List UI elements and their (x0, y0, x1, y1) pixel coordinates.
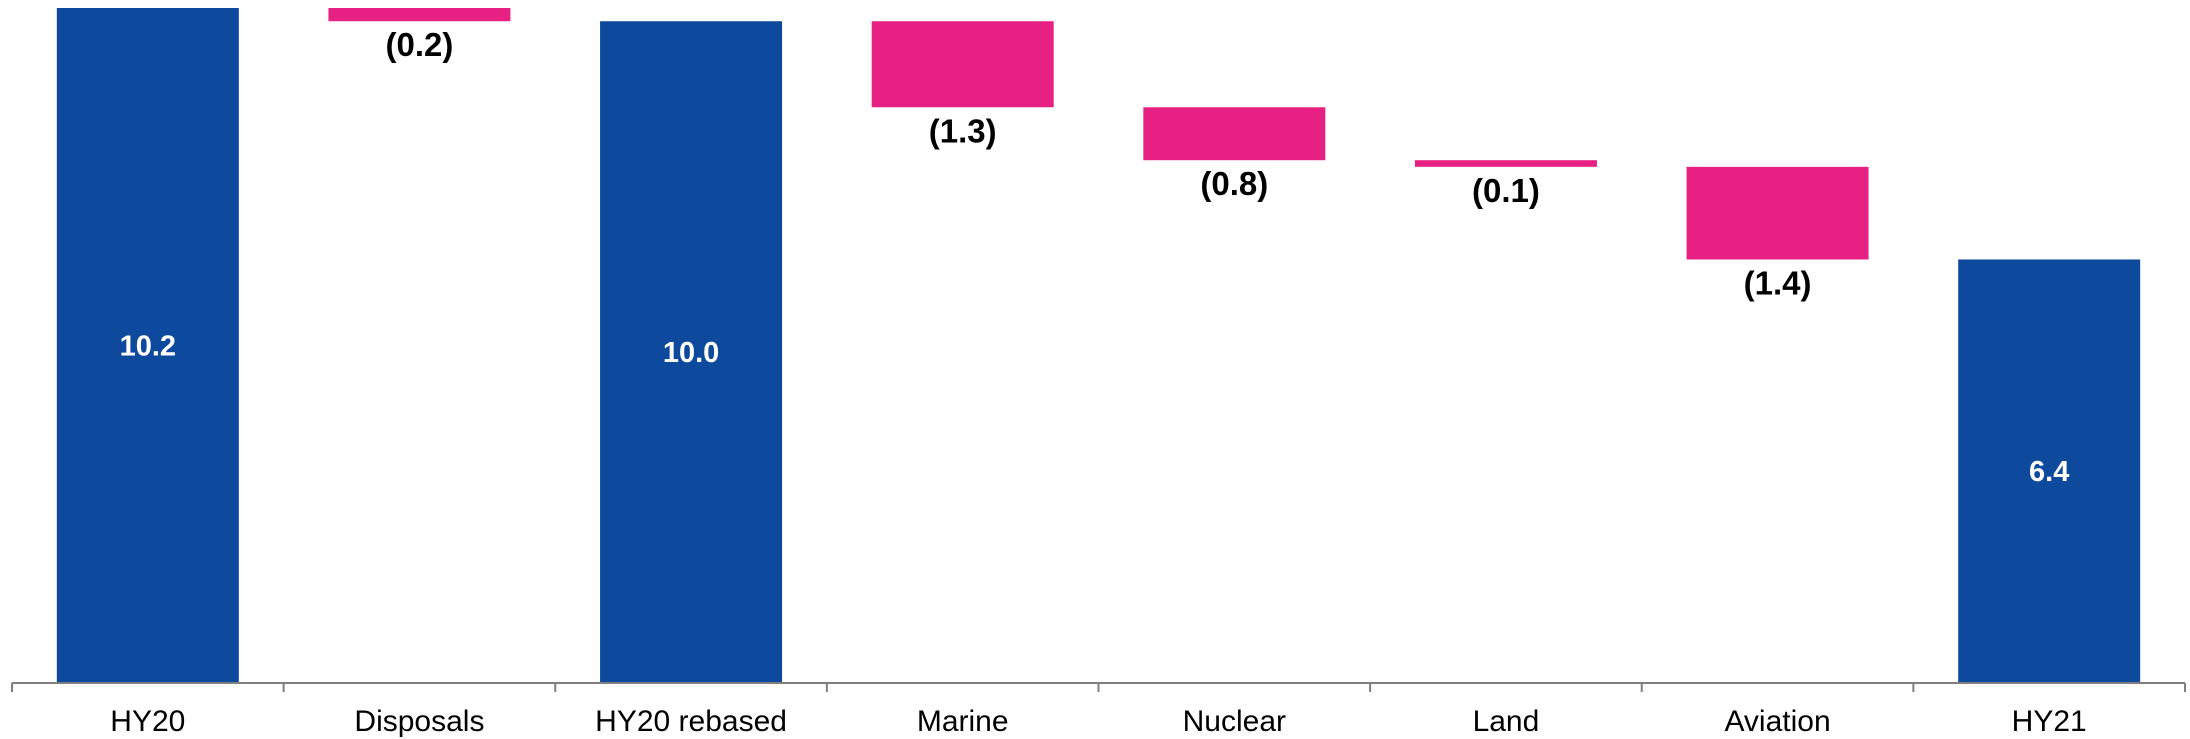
tick-label-disposals: Disposals (354, 705, 484, 738)
tick-label-hy21: HY21 (2012, 705, 2087, 738)
data-label-disposals: (0.2) (386, 26, 454, 63)
bar-marine (871, 21, 1054, 108)
data-label-marine: (1.3) (929, 112, 997, 149)
data-label-hy20: 10.2 (120, 331, 176, 363)
bar-nuclear (1143, 107, 1326, 161)
tick-label-marine: Marine (917, 705, 1009, 738)
data-label-hy21: 6.4 (2029, 456, 2069, 488)
bars-layer (56, 8, 2141, 684)
bar-aviation (1686, 166, 1869, 260)
labels-layer: 10.2 (0.2) 10.0 (1.3) (0.8) (0.1) (1.4) 6.4 (120, 26, 2070, 488)
tick-label-hy20: HY20 (110, 705, 185, 738)
bar-hy20 (56, 8, 239, 683)
bar-disposals (328, 8, 511, 22)
tick-label-aviation: Aviation (1724, 705, 1830, 738)
bar-land (1414, 160, 1597, 167)
tick-label-hy20-rebased: HY20 rebased (595, 705, 787, 738)
bar-hy20-rebased (600, 21, 783, 684)
x-axis: HY20 Disposals HY20 rebased Marine Nuclear La… (11, 682, 2186, 738)
data-label-land: (0.1) (1472, 172, 1540, 209)
bar-hy21 (1958, 259, 2141, 683)
tick-label-land: Land (1473, 705, 1540, 738)
data-label-hy20-rebased: 10.0 (663, 337, 719, 369)
data-label-nuclear: (0.8) (1200, 165, 1268, 202)
tick-label-nuclear: Nuclear (1183, 705, 1286, 738)
data-label-aviation: (1.4) (1744, 264, 1812, 301)
